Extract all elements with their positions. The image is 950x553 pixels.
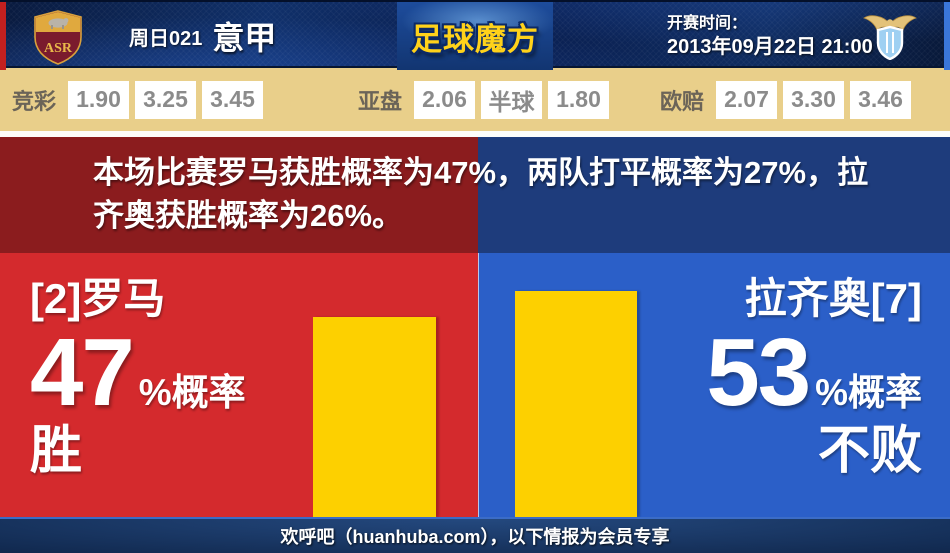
yapan-home-odds: 2.06: [414, 80, 476, 119]
footer-promo-text: 欢呼吧（huanhuba.com），以下情报为会员专享: [280, 527, 670, 547]
probability-panels: [2]罗马 47 %概率 胜 拉齐奥[7] 53 %概率 不败: [0, 253, 950, 517]
home-percent-suffix: %概率: [138, 372, 246, 413]
home-outcome-label: 胜: [30, 422, 83, 480]
match-code: 周日021: [129, 27, 203, 50]
odds-group-yapan: 亚盘 2.06 半球 1.80: [358, 68, 610, 131]
yapan-away-odds: 1.80: [548, 80, 610, 119]
kickoff-label: 开赛时间：: [667, 15, 748, 32]
league-name: 意甲: [212, 20, 277, 56]
oupei-away-odds: 3.46: [850, 80, 911, 119]
kickoff-time: 2013年09月22日 21:00: [667, 36, 873, 58]
odds-label-yapan: 亚盘: [358, 88, 403, 114]
summary-line-2: 齐奥获胜概率为26%。: [93, 198, 404, 233]
jingcai-home-odds: 1.90: [68, 80, 130, 119]
away-percent-suffix: %概率: [815, 372, 922, 413]
jingcai-away-odds: 3.45: [202, 80, 264, 119]
svg-text:ASR: ASR: [44, 41, 73, 56]
home-percent-value: 47: [30, 319, 135, 426]
home-probability-bar: [313, 317, 436, 517]
match-header: ASR 周日021 意甲 足球魔方 开赛时间： 2013年09月22日 21:0…: [0, 0, 950, 70]
roma-crest-icon: ASR: [33, 10, 83, 70]
home-percent-row: 47 %概率: [30, 319, 246, 426]
oupei-draw-odds: 3.30: [783, 80, 844, 119]
away-outcome-label: 不败: [817, 422, 922, 480]
kickoff-info: 开赛时间： 2013年09月22日 21:00: [667, 13, 873, 59]
away-color-stripe: [944, 2, 950, 70]
site-logo-panel: 足球魔方: [397, 2, 553, 70]
probability-summary-banner: 本场比赛罗马获胜概率为47%，两队打平概率为27%，拉 齐奥获胜概率为26%。: [0, 137, 950, 253]
home-color-stripe: [0, 2, 6, 70]
yapan-handicap: 半球: [481, 80, 543, 119]
banner-home-half: [0, 137, 478, 253]
odds-bar: 竞彩 1.90 3.25 3.45 亚盘 2.06 半球 1.80 欧赔 2.0…: [0, 68, 950, 131]
home-team-name: [2]罗马: [30, 275, 166, 322]
probability-summary-text: 本场比赛罗马获胜概率为47%，两队打平概率为27%，拉 齐奥获胜概率为26%。: [93, 151, 868, 237]
match-meta: 周日021 意甲: [129, 2, 276, 70]
site-logo: 足球魔方: [411, 21, 539, 57]
oupei-home-odds: 2.07: [716, 80, 777, 119]
away-probability-block: 拉齐奥[7] 53 %概率 不败: [706, 273, 922, 481]
away-percent-row: 53 %概率: [706, 319, 922, 426]
summary-line-1: 本场比赛罗马获胜概率为47%，两队打平概率为27%，拉: [93, 155, 869, 190]
odds-group-jingcai: 竞彩 1.90 3.25 3.45: [12, 68, 264, 131]
footer-bar: 欢呼吧（huanhuba.com），以下情报为会员专享: [0, 517, 950, 553]
divider-strip: [0, 131, 950, 137]
lazio-crest-icon: [862, 13, 918, 65]
odds-label-oupei: 欧赔: [659, 88, 704, 114]
odds-group-oupei: 欧赔 2.07 3.30 3.46: [660, 68, 911, 131]
banner-away-half: [478, 137, 950, 253]
home-probability-block: [2]罗马 47 %概率 胜: [30, 273, 246, 481]
odds-label-jingcai: 竞彩: [12, 88, 57, 114]
jingcai-draw-odds: 3.25: [135, 80, 197, 119]
away-percent-value: 53: [706, 319, 811, 426]
away-team-name: 拉齐奥[7]: [744, 275, 922, 322]
away-probability-bar: [515, 291, 637, 517]
